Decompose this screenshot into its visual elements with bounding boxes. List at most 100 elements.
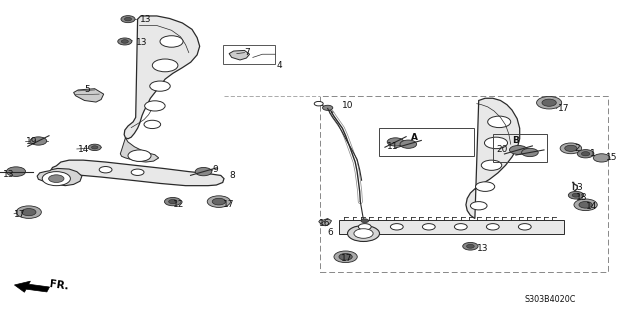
Circle shape [568,191,584,199]
Text: A: A [411,133,418,142]
Circle shape [121,16,135,23]
Circle shape [484,137,508,149]
Circle shape [22,209,36,216]
Circle shape [463,242,478,250]
Text: 13: 13 [136,38,147,47]
Text: 18: 18 [576,193,588,202]
Text: 9: 9 [212,165,218,174]
Polygon shape [229,50,250,60]
Text: 17: 17 [558,104,570,113]
Circle shape [577,150,594,158]
Circle shape [579,202,592,208]
Polygon shape [74,89,104,102]
Circle shape [572,193,580,197]
Text: 17: 17 [14,210,26,219]
Circle shape [467,244,474,248]
Polygon shape [319,219,332,226]
Circle shape [518,224,531,230]
Text: 1: 1 [590,149,596,158]
Circle shape [212,198,225,205]
Circle shape [16,206,42,219]
Text: B: B [512,136,519,145]
Circle shape [195,167,212,176]
Bar [320,96,608,272]
Text: 13: 13 [3,170,15,179]
Circle shape [454,224,467,230]
Circle shape [99,167,112,173]
Circle shape [144,120,161,129]
Bar [493,134,547,162]
Circle shape [128,150,151,161]
Text: 13: 13 [477,244,488,253]
Circle shape [124,18,132,21]
Circle shape [152,59,178,72]
Circle shape [6,167,26,176]
Text: S303B4020C: S303B4020C [525,295,576,304]
Text: FR.: FR. [49,279,70,292]
Circle shape [387,138,404,146]
Text: 7: 7 [244,48,250,57]
Circle shape [122,40,129,43]
Circle shape [400,140,417,148]
Text: 17: 17 [223,200,234,209]
Text: 14: 14 [78,145,90,154]
Circle shape [30,137,47,145]
Polygon shape [466,98,520,219]
Circle shape [88,144,101,151]
Circle shape [582,152,590,156]
Polygon shape [120,138,159,162]
Bar [379,128,474,156]
Bar [223,45,275,64]
Text: 17: 17 [340,254,352,263]
Circle shape [422,224,435,230]
Circle shape [390,224,403,230]
Circle shape [354,229,373,238]
Circle shape [488,116,511,128]
Text: 14: 14 [586,202,597,211]
Text: 3: 3 [576,183,582,192]
Text: 12: 12 [173,200,184,209]
Circle shape [118,38,132,45]
Text: 2: 2 [574,145,580,153]
Circle shape [131,169,144,175]
Text: 20: 20 [496,145,508,154]
Circle shape [486,224,499,230]
Circle shape [593,154,610,162]
Circle shape [522,148,538,157]
Polygon shape [51,160,224,186]
Circle shape [574,199,597,211]
Circle shape [145,101,165,111]
Circle shape [481,160,502,170]
Text: 16: 16 [319,219,330,228]
Circle shape [470,202,487,210]
Circle shape [160,36,183,47]
Circle shape [323,105,333,110]
Polygon shape [15,281,49,292]
Text: 8: 8 [229,171,235,180]
Circle shape [150,81,170,91]
Text: 10: 10 [342,101,353,110]
Circle shape [348,226,380,241]
Circle shape [49,175,64,182]
Circle shape [476,182,495,191]
Circle shape [509,145,527,154]
Text: 5: 5 [84,85,90,94]
Text: 6: 6 [328,228,333,237]
Circle shape [536,96,562,109]
Text: 11: 11 [387,142,399,151]
Text: 19: 19 [26,137,37,146]
Text: 13: 13 [140,15,151,24]
Circle shape [314,101,323,106]
Circle shape [207,196,230,207]
Circle shape [92,146,98,149]
Polygon shape [37,168,82,186]
Circle shape [42,172,70,186]
Circle shape [339,254,352,260]
Circle shape [542,99,556,106]
Polygon shape [124,16,200,139]
Circle shape [169,200,177,204]
Text: 4: 4 [276,61,282,70]
Circle shape [560,143,582,154]
Circle shape [358,224,371,230]
Circle shape [361,219,369,223]
